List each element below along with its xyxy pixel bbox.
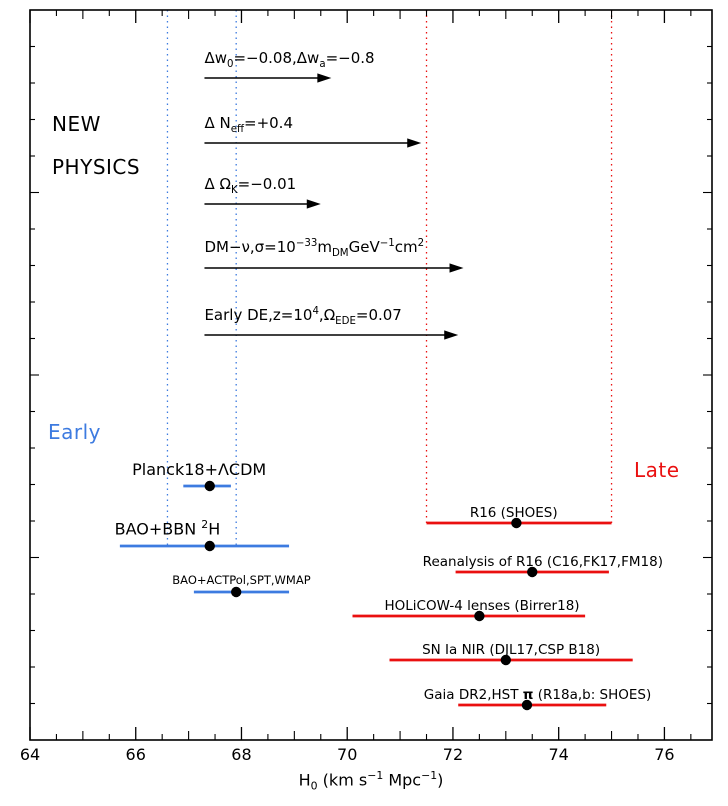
point-bao-bbn-2h	[204, 540, 215, 552]
arrowhead-delta-omega-k	[306, 199, 321, 209]
point-gaia-dr2-hst	[521, 699, 533, 711]
arrowhead-delta-w	[317, 73, 332, 83]
point-r16-shoes	[511, 517, 522, 529]
point-bao-actpol-spt-wmap	[230, 586, 242, 598]
arrowhead-delta-neff	[407, 138, 422, 148]
point-sn-ia-nir	[500, 654, 512, 666]
plot-frame	[29, 9, 713, 741]
point-r16-reanalysis	[527, 566, 538, 578]
arrowhead-early-de	[444, 330, 459, 340]
arrowhead-dm-nu	[449, 263, 464, 273]
point-planck18	[204, 480, 215, 492]
point-holicow-4-lenses	[474, 610, 485, 622]
